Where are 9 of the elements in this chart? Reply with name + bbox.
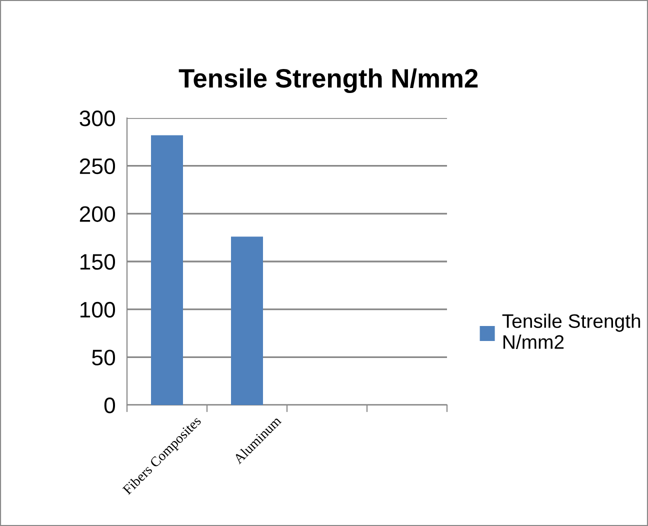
legend-label: Tensile Strength N/mm2 — [502, 314, 640, 349]
y-tick-label: 300 — [80, 110, 116, 126]
y-tick-label: 250 — [80, 158, 116, 174]
chart-title: Tensile Strength N/mm2 — [178, 68, 478, 94]
y-tick-label: 0 — [104, 398, 116, 414]
y-tick-label: 200 — [80, 206, 116, 222]
y-tick-label: 100 — [80, 302, 116, 318]
y-tick-label: 150 — [80, 254, 116, 270]
y-tick-label: 50 — [92, 350, 116, 366]
